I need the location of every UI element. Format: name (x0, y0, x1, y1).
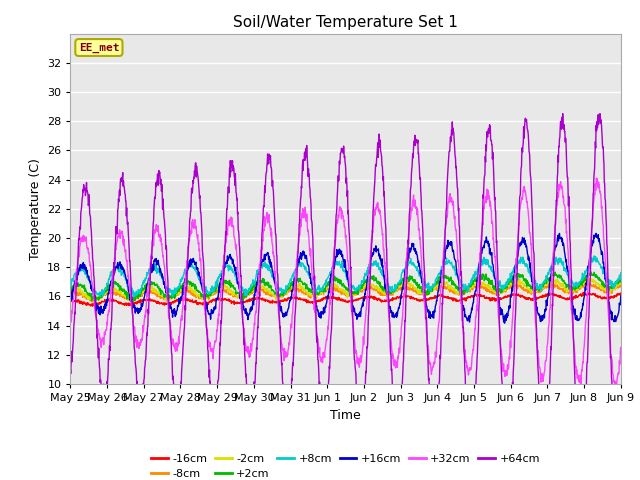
-8cm (617, 282, 625, 288)
+2cm (332, 278, 339, 284)
-16cm (476, 293, 483, 299)
+8cm (130, 294, 138, 300)
+64cm (614, 459, 622, 465)
+8cm (67, 280, 74, 286)
-16cm (153, 300, 161, 306)
+16cm (476, 260, 483, 266)
+2cm (617, 276, 625, 282)
+8cm (556, 258, 564, 264)
Title: Soil/Water Temperature Set 1: Soil/Water Temperature Set 1 (233, 15, 458, 30)
Line: +32cm: +32cm (70, 178, 621, 388)
Line: +2cm: +2cm (70, 272, 621, 302)
+8cm (617, 270, 625, 276)
-8cm (321, 288, 329, 294)
+32cm (67, 321, 74, 326)
-2cm (67, 290, 74, 296)
-16cm (556, 294, 564, 300)
-2cm (611, 287, 618, 292)
+2cm (67, 288, 74, 294)
+32cm (593, 175, 600, 181)
+8cm (321, 280, 329, 286)
+2cm (556, 273, 564, 278)
-16cm (321, 296, 329, 301)
+64cm (556, 134, 564, 140)
-8cm (476, 282, 483, 288)
-16cm (332, 295, 339, 301)
+16cm (611, 317, 618, 323)
Line: +8cm: +8cm (70, 256, 621, 297)
Y-axis label: Temperature (C): Temperature (C) (29, 158, 42, 260)
Legend: -16cm, -8cm, -2cm, +2cm, +8cm, +16cm, +32cm, +64cm: -16cm, -8cm, -2cm, +2cm, +8cm, +16cm, +3… (147, 449, 545, 480)
Line: +16cm: +16cm (70, 233, 621, 323)
X-axis label: Time: Time (330, 408, 361, 421)
Line: -8cm: -8cm (70, 283, 621, 302)
+32cm (611, 385, 619, 391)
-8cm (153, 292, 161, 298)
-8cm (548, 280, 556, 286)
+64cm (67, 367, 74, 372)
+64cm (610, 432, 618, 438)
+16cm (331, 258, 339, 264)
+2cm (92, 299, 99, 305)
-2cm (153, 288, 161, 294)
+16cm (500, 320, 508, 326)
+8cm (591, 253, 598, 259)
+32cm (617, 345, 625, 350)
Line: +64cm: +64cm (70, 114, 621, 462)
-16cm (617, 290, 625, 296)
-2cm (332, 281, 339, 287)
+2cm (476, 272, 483, 277)
+64cm (596, 111, 604, 117)
-16cm (88, 303, 96, 309)
-16cm (611, 295, 618, 300)
+64cm (476, 300, 483, 306)
-8cm (127, 299, 134, 305)
+32cm (556, 182, 564, 188)
+64cm (152, 183, 160, 189)
+16cm (321, 310, 328, 315)
+64cm (617, 432, 625, 438)
+32cm (331, 237, 339, 243)
+8cm (153, 270, 161, 276)
-2cm (476, 280, 483, 286)
-2cm (556, 283, 564, 289)
+32cm (610, 378, 618, 384)
-8cm (67, 291, 74, 297)
+16cm (556, 236, 564, 241)
+64cm (331, 243, 339, 249)
-2cm (583, 276, 591, 281)
+32cm (152, 222, 160, 228)
-8cm (611, 286, 618, 292)
+16cm (67, 296, 74, 302)
Line: -16cm: -16cm (70, 292, 621, 306)
+16cm (617, 293, 625, 299)
+2cm (153, 281, 161, 287)
+2cm (611, 282, 618, 288)
+8cm (332, 262, 339, 267)
+32cm (321, 355, 328, 360)
+2cm (587, 269, 595, 275)
Text: EE_met: EE_met (79, 42, 119, 53)
Line: -2cm: -2cm (70, 278, 621, 302)
-16cm (67, 297, 74, 303)
-16cm (579, 289, 587, 295)
+2cm (321, 289, 329, 295)
+8cm (611, 282, 618, 288)
+8cm (476, 264, 483, 270)
+16cm (152, 262, 160, 268)
-2cm (321, 288, 329, 293)
+64cm (321, 412, 328, 418)
+16cm (592, 230, 600, 236)
+32cm (476, 269, 483, 275)
-8cm (557, 286, 564, 291)
-2cm (90, 300, 97, 305)
-2cm (617, 279, 625, 285)
-8cm (332, 288, 339, 294)
